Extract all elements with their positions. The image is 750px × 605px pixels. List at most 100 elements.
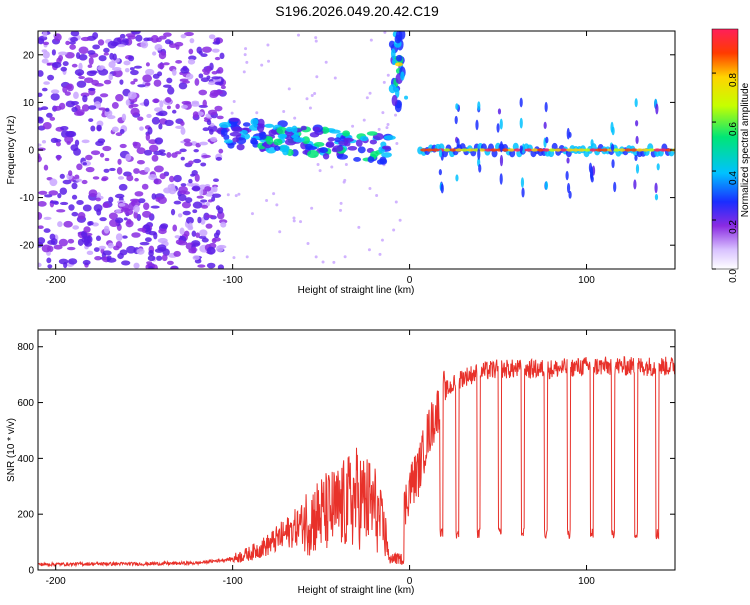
heatmap-cell: [103, 225, 110, 234]
heatmap-cell: [199, 229, 208, 237]
heatmap-cell: [380, 238, 384, 242]
heatmap-cell: [499, 118, 503, 130]
heatmap-cell: [133, 211, 138, 219]
heatmap-cell: [89, 70, 98, 74]
heatmap-cell: [381, 152, 392, 158]
heatmap-cell: [78, 54, 88, 61]
heatmap-cell: [104, 157, 110, 162]
heatmap-cell: [66, 246, 76, 251]
heatmap-cell: [265, 198, 269, 202]
heatmap-cell: [199, 188, 204, 196]
heatmap-cell: [484, 148, 492, 152]
heatmap-cell: [93, 204, 103, 212]
heatmap-cell: [211, 193, 222, 198]
heatmap-cell: [207, 81, 217, 86]
heatmap-cell: [201, 46, 212, 53]
heatmap-cell: [111, 101, 119, 109]
heatmap-cell: [391, 94, 398, 107]
heatmap-cell: [71, 106, 78, 113]
heatmap-marks: [38, 31, 675, 269]
heatmap-cell: [103, 52, 109, 56]
heatmap-cell: [610, 143, 615, 152]
heatmap-cell: [208, 34, 216, 40]
heatmap-cell: [369, 38, 373, 42]
heatmap-cell: [325, 141, 335, 148]
heatmap-cell: [130, 107, 140, 116]
heatmap-cell: [544, 101, 548, 113]
heatmap-cell: [137, 84, 146, 88]
heatmap-cell: [324, 60, 328, 64]
heatmap-cell: [187, 58, 196, 65]
heatmap-cell: [293, 137, 305, 143]
heatmap-cell: [219, 52, 225, 60]
heatmap-cell: [336, 153, 349, 160]
heatmap-cell: [206, 246, 216, 255]
heatmap-cell: [367, 248, 371, 252]
heatmap-cell: [38, 155, 42, 163]
heatmap-cell: [212, 186, 218, 193]
heatmap-cell: [206, 119, 212, 126]
heatmap-cell: [118, 202, 126, 207]
heatmap-cell: [109, 52, 114, 60]
heatmap-cell: [370, 150, 379, 158]
heatmap-cell: [291, 125, 298, 134]
heatmap-cell: [177, 213, 183, 218]
heatmap-cell: [230, 111, 234, 115]
heatmap-cell: [229, 131, 242, 137]
heatmap-cell: [56, 209, 66, 213]
heatmap-cell: [378, 252, 382, 256]
heatmap-cell: [158, 228, 167, 235]
heatmap-cell: [48, 190, 59, 196]
heatmap-cell: [152, 264, 158, 269]
heatmap-cell: [310, 206, 314, 210]
heatmap-cell: [309, 132, 320, 138]
heatmap-cell: [115, 217, 124, 224]
heatmap-cell: [68, 204, 75, 211]
heatmap-xtick-label: 0: [407, 275, 413, 286]
heatmap-cell: [548, 148, 556, 152]
heatmap-cell: [379, 156, 387, 164]
heatmap-cell: [159, 173, 166, 180]
heatmap-cell: [63, 220, 73, 228]
heatmap-cell: [115, 233, 123, 242]
heatmap-cell: [38, 211, 43, 220]
heatmap-cell: [153, 79, 162, 87]
heatmap-cell: [192, 255, 200, 261]
heatmap-cell: [200, 199, 208, 203]
heatmap-cell: [153, 165, 164, 173]
heatmap-cell: [41, 139, 47, 144]
heatmap-cell: [128, 55, 135, 62]
heatmap-cell: [123, 60, 131, 66]
heatmap-cell: [147, 126, 153, 135]
heatmap-cell: [330, 165, 334, 169]
heatmap-cell: [216, 211, 225, 220]
heatmap-cell: [123, 217, 128, 221]
heatmap-cell: [122, 235, 128, 239]
heatmap-cell: [102, 202, 110, 208]
heatmap-cell: [162, 84, 172, 88]
heatmap-cell: [150, 205, 160, 209]
heatmap-cell: [139, 241, 150, 246]
heatmap-cell: [314, 36, 318, 40]
heatmap-cell: [38, 92, 43, 97]
heatmap-cell: [189, 38, 195, 44]
heatmap-cell: [250, 212, 254, 216]
heatmap-cell: [185, 73, 194, 80]
heatmap-cell: [507, 148, 515, 152]
heatmap-cell: [440, 183, 444, 194]
heatmap-cell: [234, 194, 238, 198]
heatmap-cell: [347, 145, 358, 151]
heatmap-cell: [78, 46, 89, 54]
heatmap-cell: [355, 139, 363, 147]
heatmap-cell: [92, 176, 100, 180]
heatmap-cell: [231, 126, 243, 133]
heatmap-cell: [119, 143, 127, 149]
heatmap-cell: [332, 145, 344, 152]
heatmap-cell: [395, 54, 403, 62]
heatmap-cell: [80, 92, 90, 97]
heatmap-cell: [126, 245, 136, 254]
heatmap-cell: [41, 58, 49, 64]
heatmap-cell: [58, 238, 68, 247]
heatmap-cell: [214, 56, 221, 61]
heatmap-cell: [153, 178, 162, 185]
